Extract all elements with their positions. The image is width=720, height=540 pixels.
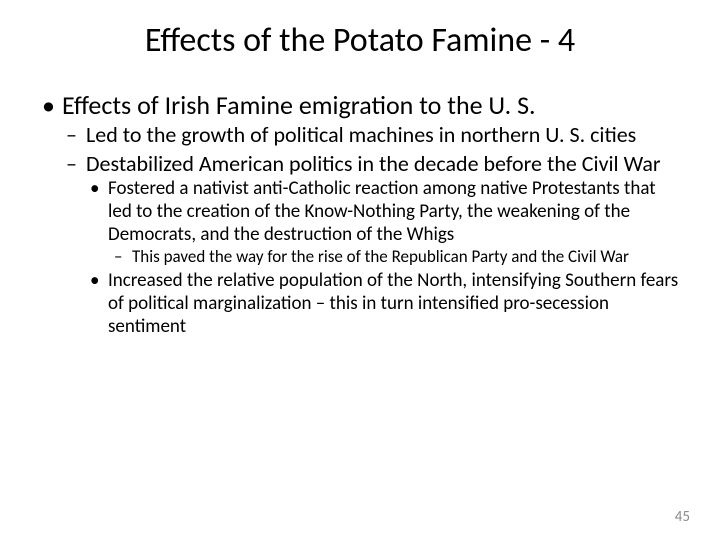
list-item: Effects of Irish Famine emigration to th… <box>40 89 680 338</box>
list-item: Led to the growth of political machines … <box>62 121 680 148</box>
list-item: This paved the way for the rise of the R… <box>108 246 680 267</box>
bullet-text: Fostered a nativist anti-Catholic reacti… <box>108 177 656 246</box>
list-item: Increased the relative population of the… <box>86 269 680 338</box>
bullet-list-level2: Led to the growth of political machines … <box>62 121 680 338</box>
list-item: Fostered a nativist anti-Catholic reacti… <box>86 177 680 267</box>
bullet-text: This paved the way for the rise of the R… <box>132 246 629 267</box>
bullet-list-level4: This paved the way for the rise of the R… <box>108 246 680 267</box>
slide: Effects of the Potato Famine - 4 Effects… <box>0 0 720 540</box>
bullet-text: Increased the relative population of the… <box>108 269 678 338</box>
bullet-list-level1: Effects of Irish Famine emigration to th… <box>40 89 680 338</box>
list-item: Destabilized American politics in the de… <box>62 150 680 338</box>
bullet-text: Effects of Irish Famine emigration to th… <box>62 89 536 121</box>
bullet-text: Led to the growth of political machines … <box>86 121 636 148</box>
slide-title: Effects of the Potato Famine - 4 <box>40 20 680 61</box>
bullet-text: Destabilized American politics in the de… <box>86 150 661 177</box>
bullet-list-level3: Fostered a nativist anti-Catholic reacti… <box>86 177 680 338</box>
page-number: 45 <box>675 508 690 526</box>
